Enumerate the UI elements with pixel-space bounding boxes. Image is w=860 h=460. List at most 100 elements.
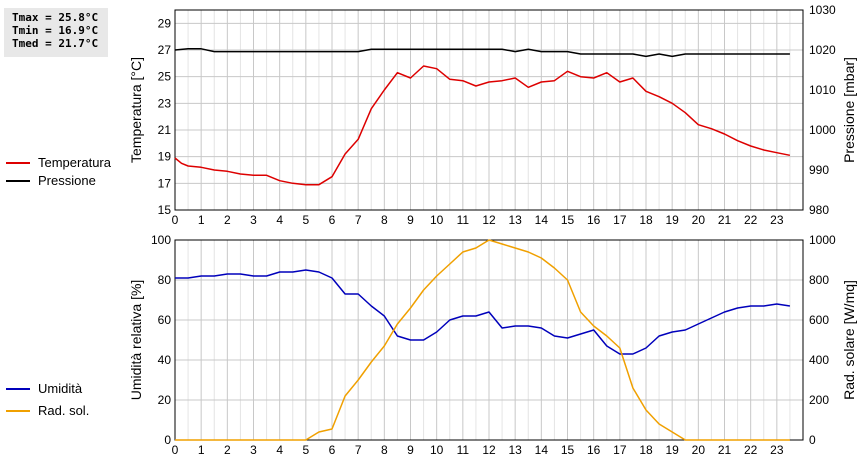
y2-tick-label-bottom: 800: [809, 273, 829, 287]
x-tick-label-top: 10: [430, 213, 444, 227]
chart-humidity-radiation: 0 1 2 3 4 5 6 7 8 9 10 11 12 13 14 15 16 17 18 19 20 21 22 2302…: [128, 233, 857, 457]
y-tick-label-bottom: 0: [164, 433, 171, 447]
x-tick-label-top: 20: [692, 213, 706, 227]
x-tick-label-bottom: 19: [665, 443, 679, 457]
x-tick-label-bottom: 21: [718, 443, 732, 457]
chart-temperature-pressure: 0 1 2 3 4 5 6 7 8 9 10 11 12 13 14 15 16 17 18 19 20 21 22 2315…: [128, 3, 857, 227]
x-tick-label-top: 8: [381, 213, 388, 227]
x-tick-label-top: 12: [482, 213, 496, 227]
y2-axis-label-bottom: Rad. solare [W/mq]: [841, 280, 857, 400]
x-tick-label-bottom: 12: [482, 443, 496, 457]
stat-tmed: Tmed = 21.7°C: [12, 37, 99, 50]
legend-label-umidita: Umidità: [38, 381, 83, 397]
y-tick-label-top: 23: [158, 96, 172, 110]
y2-tick-label-top: 1030: [809, 3, 836, 17]
x-tick-label-top: 16: [587, 213, 601, 227]
y-tick-label-bottom: 80: [158, 273, 172, 287]
x-tick-label-top: 7: [355, 213, 362, 227]
x-tick-label-top: 5: [302, 213, 309, 227]
x-tick-label-top: 9: [407, 213, 414, 227]
legend-swatch-temperatura: [6, 161, 30, 164]
x-tick-label-top: 2: [224, 213, 231, 227]
x-tick-label-top: 13: [508, 213, 522, 227]
x-tick-label-top: 11: [457, 213, 470, 227]
stat-tmin: Tmin = 16.9°C: [12, 24, 99, 37]
y2-tick-label-bottom: 400: [809, 353, 829, 367]
x-tick-label-bottom: 11: [457, 443, 470, 457]
x-tick-label-top: 6: [329, 213, 336, 227]
x-tick-label-bottom: 3: [250, 443, 257, 457]
legend-item-temperatura: Temperatura: [6, 154, 111, 170]
y-tick-label-top: 29: [158, 16, 172, 30]
legend-swatch-radsol: [6, 409, 30, 412]
y2-tick-label-top: 990: [809, 163, 829, 177]
x-tick-label-top: 0: [172, 213, 179, 227]
x-tick-label-bottom: 4: [276, 443, 283, 457]
y-tick-label-top: 15: [158, 203, 172, 217]
x-tick-label-bottom: 1: [198, 443, 205, 457]
y2-tick-label-top: 1000: [809, 123, 836, 137]
x-tick-label-bottom: 6: [329, 443, 336, 457]
y-tick-label-bottom: 20: [158, 393, 172, 407]
x-tick-label-top: 22: [744, 213, 758, 227]
x-tick-label-bottom: 7: [355, 443, 362, 457]
x-tick-label-top: 15: [561, 213, 575, 227]
x-tick-label-bottom: 13: [508, 443, 522, 457]
x-tick-label-top: 18: [639, 213, 653, 227]
y2-tick-label-top: 980: [809, 203, 829, 217]
legend-item-pressione: Pressione: [6, 172, 96, 188]
plot-frame-top: [174, 9, 804, 211]
x-tick-label-bottom: 9: [407, 443, 414, 457]
x-tick-label-bottom: 8: [381, 443, 388, 457]
series-line-umidita: [175, 269, 791, 355]
y2-tick-label-bottom: 600: [809, 313, 829, 327]
x-tick-label-top: 14: [535, 213, 549, 227]
legend-label-pressione: Pressione: [38, 173, 96, 189]
y-tick-label-top: 21: [158, 123, 172, 137]
y2-tick-label-top: 1010: [809, 83, 836, 97]
legend-label-temperatura: Temperatura: [38, 155, 111, 171]
series-line-temperatura: [174, 65, 791, 186]
x-tick-label-bottom: 14: [535, 443, 549, 457]
y2-tick-label-bottom: 0: [809, 433, 816, 447]
y2-tick-label-bottom: 1000: [809, 233, 836, 247]
x-tick-label-bottom: 22: [744, 443, 758, 457]
x-tick-label-top: 17: [613, 213, 627, 227]
legend-item-umidita: Umidità: [6, 380, 82, 396]
x-tick-label-top: 21: [718, 213, 732, 227]
x-tick-label-top: 3: [250, 213, 257, 227]
y-tick-label-bottom: 40: [158, 353, 172, 367]
y-tick-label-bottom: 60: [158, 313, 172, 327]
legend-label-radsol: Rad. sol.: [38, 403, 90, 419]
legend-item-radsol: Rad. sol.: [6, 402, 89, 418]
x-tick-label-top: 1: [198, 213, 205, 227]
y2-tick-label-top: 1020: [809, 43, 836, 57]
y-axis-label-top: Temperatura [°C]: [128, 57, 144, 163]
stat-tmax: Tmax = 25.8°C: [12, 11, 99, 24]
x-tick-label-bottom: 15: [561, 443, 575, 457]
stats-box: Tmax = 25.8°C Tmin = 16.9°C Tmed = 21.7°…: [4, 8, 108, 57]
y-tick-label-bottom: 100: [151, 233, 171, 247]
y-tick-label-top: 25: [158, 70, 172, 84]
series-line-pressione: [174, 48, 790, 58]
x-tick-label-bottom: 5: [302, 443, 309, 457]
x-tick-label-top: 4: [276, 213, 283, 227]
y-tick-label-top: 17: [158, 176, 172, 190]
y2-tick-label-bottom: 200: [809, 393, 829, 407]
x-tick-label-top: 19: [665, 213, 679, 227]
x-tick-label-bottom: 16: [587, 443, 601, 457]
x-tick-label-bottom: 20: [692, 443, 706, 457]
x-tick-label-top: 23: [770, 213, 784, 227]
x-tick-label-bottom: 10: [430, 443, 444, 457]
x-tick-label-bottom: 17: [613, 443, 627, 457]
x-tick-label-bottom: 23: [770, 443, 784, 457]
x-tick-label-bottom: 18: [639, 443, 653, 457]
y-axis-label-bottom: Umidità relativa [%]: [128, 280, 144, 401]
series-line-rad-sol: [175, 239, 790, 441]
y-tick-label-top: 27: [158, 43, 172, 57]
y-tick-label-top: 19: [158, 150, 172, 164]
legend-swatch-pressione: [6, 179, 30, 182]
legend-swatch-umidita: [6, 387, 30, 390]
x-tick-label-bottom: 2: [224, 443, 231, 457]
